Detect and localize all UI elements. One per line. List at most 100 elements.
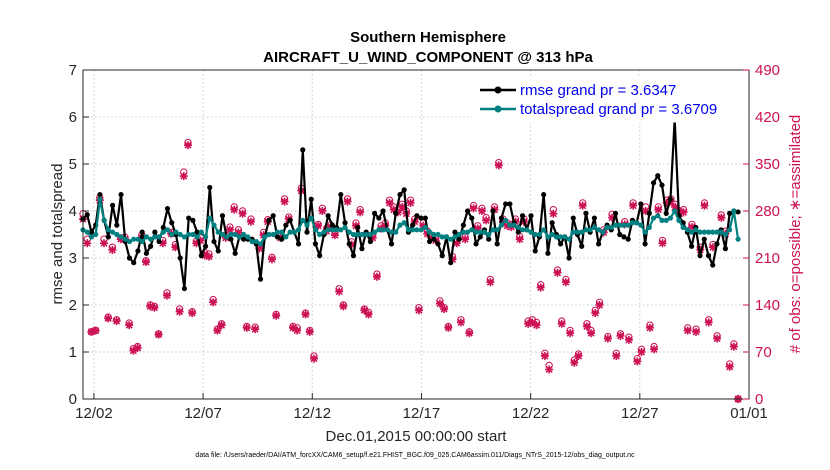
- obs-assimilated-marker: [704, 318, 713, 327]
- series-totalspread-point: [105, 227, 111, 233]
- series-totalspread-point: [494, 227, 500, 233]
- series-totalspread-point: [583, 227, 589, 233]
- series-rmse-point: [477, 234, 483, 240]
- series-totalspread-point: [173, 229, 179, 235]
- series-rmse-point: [325, 213, 331, 219]
- series-totalspread-point: [591, 224, 597, 231]
- series-totalspread-point: [236, 234, 242, 240]
- series-rmse-point: [135, 248, 141, 254]
- series-rmse-point: [515, 229, 521, 235]
- obs-assimilated-marker: [633, 357, 642, 366]
- obs-assimilated-marker: [536, 283, 545, 292]
- obs-assimilated-marker: [629, 201, 638, 210]
- series-rmse-point: [202, 243, 209, 249]
- y-tick-right-label: 0: [755, 391, 763, 408]
- obs-assimilated-marker: [125, 321, 134, 330]
- series-rmse-point: [160, 224, 166, 231]
- series-totalspread-point: [443, 234, 450, 240]
- series-rmse-point: [312, 241, 319, 247]
- series-totalspread-point: [367, 231, 373, 238]
- series-totalspread-point: [604, 224, 610, 231]
- obs-assimilated-marker: [230, 205, 239, 214]
- y-tick-left-label: 3: [69, 250, 77, 267]
- x-tick-label: 12/17: [403, 405, 441, 422]
- obs-assimilated-marker: [108, 245, 117, 254]
- series-rmse-point: [473, 241, 479, 247]
- series-totalspread-point: [338, 227, 344, 233]
- x-tick-label: 12/07: [184, 405, 222, 422]
- obs-assimilated-marker: [582, 322, 591, 331]
- series-totalspread-point: [435, 231, 441, 238]
- series-totalspread-point: [452, 234, 458, 240]
- series-rmse-point: [118, 191, 124, 198]
- series-rmse-point: [342, 220, 348, 226]
- series-rmse-point: [460, 222, 466, 228]
- y-tick-right-label: 70: [755, 344, 772, 361]
- series-totalspread-point: [152, 234, 158, 240]
- obs-assimilated-marker: [612, 352, 621, 361]
- series-rmse-point: [532, 248, 538, 254]
- series-rmse-point: [701, 236, 707, 242]
- series-rmse-point: [541, 191, 547, 198]
- obs-assimilated-marker: [406, 198, 415, 207]
- obs-assimilated-marker: [293, 326, 302, 335]
- series-rmse-point: [198, 253, 204, 259]
- y-axis-right: 0 70 140 210 280 350 420 490: [743, 62, 780, 408]
- y-tick-right-label: 420: [755, 109, 780, 126]
- x-tick-label: 12/12: [294, 405, 332, 422]
- obs-assimilated-marker: [318, 207, 327, 215]
- series-rmse-point: [257, 276, 264, 282]
- y-tick-left-label: 0: [69, 391, 77, 408]
- obs-assimilated-marker: [461, 235, 470, 244]
- series-totalspread-point: [672, 208, 678, 214]
- series-rmse-point: [126, 255, 133, 261]
- series-rmse-point: [228, 236, 234, 242]
- series-lines: [80, 116, 741, 292]
- series-rmse-point: [579, 243, 585, 249]
- series-rmse-point: [304, 229, 310, 235]
- series-totalspread-point: [253, 238, 259, 245]
- series-rmse-point: [714, 241, 720, 247]
- series-rmse-point: [498, 215, 505, 221]
- series-totalspread-point: [274, 229, 281, 235]
- obs-assimilated-marker: [566, 329, 575, 338]
- series-totalspread-point: [114, 231, 120, 238]
- series-totalspread-point: [262, 234, 268, 240]
- series-totalspread-point: [507, 222, 513, 228]
- series-totalspread-point: [705, 229, 712, 235]
- series-rmse-point: [97, 191, 103, 198]
- series-rmse-point: [456, 236, 462, 242]
- y-tick-right-label: 350: [755, 156, 780, 173]
- series-totalspread-point: [160, 229, 166, 235]
- obs-assimilated-marker: [477, 207, 486, 215]
- series-totalspread-point: [181, 234, 188, 240]
- series-rmse-point: [490, 208, 496, 214]
- series-rmse-point: [143, 250, 149, 256]
- series-rmse-point: [317, 253, 323, 259]
- series-rmse-point: [287, 217, 293, 223]
- series-totalspread-point: [109, 229, 116, 235]
- obs-assimilated-marker: [591, 309, 600, 318]
- series-totalspread-point: [532, 231, 538, 238]
- series-totalspread-point: [469, 227, 475, 233]
- obs-assimilated-marker: [112, 317, 121, 326]
- series-rmse-point: [435, 241, 441, 247]
- series-rmse-point: [350, 253, 357, 259]
- series-totalspread-point: [477, 229, 483, 235]
- legend-spread-marker: [494, 105, 502, 113]
- series-totalspread-point: [448, 236, 454, 242]
- series-totalspread-point: [646, 224, 652, 231]
- series-rmse-point: [300, 147, 306, 153]
- series-totalspread-point: [574, 229, 581, 235]
- series-totalspread-point: [524, 227, 530, 233]
- obs-assimilated-marker: [272, 311, 281, 320]
- series-totalspread-point: [317, 231, 323, 238]
- series-totalspread-point: [241, 231, 247, 238]
- series-totalspread-point: [321, 229, 327, 235]
- series-rmse-point: [397, 191, 403, 198]
- obs-assimilated-marker: [330, 231, 339, 240]
- series-rmse-point: [591, 215, 597, 221]
- series-totalspread-point: [118, 234, 124, 240]
- obs-assimilated-marker: [713, 334, 722, 343]
- y-tick-left-label: 6: [69, 109, 77, 126]
